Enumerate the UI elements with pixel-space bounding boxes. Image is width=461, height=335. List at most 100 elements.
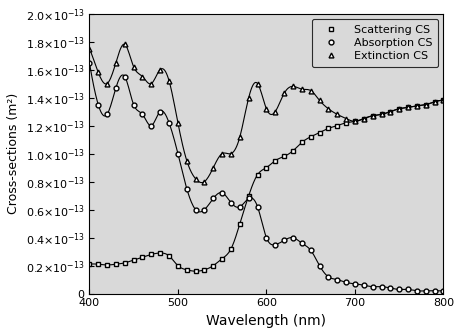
Absorption CS — [325, 275, 331, 279]
Scattering CS — [317, 131, 322, 135]
Scattering CS — [308, 135, 313, 139]
Absorption CS — [193, 208, 198, 212]
X-axis label: Wavelength (nm): Wavelength (nm) — [207, 314, 326, 328]
Extinction CS — [255, 81, 260, 85]
Extinction CS — [281, 91, 287, 95]
Scattering CS — [148, 252, 154, 256]
Absorption CS — [405, 287, 411, 291]
Extinction CS — [379, 112, 384, 116]
Absorption CS — [87, 61, 92, 65]
Extinction CS — [175, 121, 181, 125]
Absorption CS — [423, 289, 429, 293]
Scattering CS — [166, 254, 172, 258]
Absorption CS — [432, 289, 437, 293]
Line: Absorption CS: Absorption CS — [87, 60, 446, 293]
Extinction CS — [246, 95, 252, 99]
Y-axis label: Cross-sections (m²): Cross-sections (m²) — [7, 93, 20, 214]
Extinction CS — [228, 151, 234, 155]
Extinction CS — [361, 117, 366, 121]
Line: Extinction CS: Extinction CS — [87, 42, 446, 184]
Legend: Scattering CS, Absorption CS, Extinction CS: Scattering CS, Absorption CS, Extinction… — [312, 19, 438, 67]
Absorption CS — [148, 124, 154, 128]
Extinction CS — [157, 68, 163, 72]
Absorption CS — [361, 283, 366, 287]
Absorption CS — [184, 187, 189, 191]
Extinction CS — [396, 107, 402, 111]
Extinction CS — [219, 151, 225, 155]
Extinction CS — [432, 100, 437, 104]
Extinction CS — [193, 177, 198, 181]
Absorption CS — [335, 278, 340, 282]
Scattering CS — [441, 98, 446, 103]
Scattering CS — [184, 268, 189, 272]
Absorption CS — [131, 103, 136, 107]
Absorption CS — [352, 282, 358, 286]
Scattering CS — [219, 257, 225, 261]
Scattering CS — [228, 247, 234, 251]
Scattering CS — [388, 110, 393, 114]
Absorption CS — [281, 239, 287, 243]
Scattering CS — [325, 126, 331, 130]
Scattering CS — [396, 107, 402, 111]
Absorption CS — [272, 243, 278, 247]
Scattering CS — [335, 124, 340, 128]
Absorption CS — [219, 191, 225, 195]
Extinction CS — [140, 75, 145, 79]
Absorption CS — [157, 110, 163, 114]
Absorption CS — [290, 236, 296, 240]
Extinction CS — [113, 61, 118, 65]
Scattering CS — [272, 158, 278, 162]
Scattering CS — [264, 165, 269, 170]
Absorption CS — [237, 205, 242, 209]
Scattering CS — [423, 103, 429, 107]
Absorption CS — [140, 112, 145, 116]
Extinction CS — [166, 79, 172, 83]
Extinction CS — [264, 107, 269, 111]
Scattering CS — [95, 262, 101, 266]
Extinction CS — [122, 42, 128, 46]
Extinction CS — [325, 107, 331, 111]
Absorption CS — [299, 241, 305, 245]
Scattering CS — [211, 264, 216, 268]
Line: Scattering CS: Scattering CS — [87, 98, 446, 274]
Extinction CS — [317, 98, 322, 103]
Absorption CS — [379, 285, 384, 289]
Scattering CS — [352, 119, 358, 123]
Scattering CS — [405, 106, 411, 110]
Scattering CS — [246, 194, 252, 198]
Extinction CS — [148, 81, 154, 85]
Extinction CS — [335, 112, 340, 116]
Absorption CS — [228, 201, 234, 205]
Extinction CS — [352, 119, 358, 123]
Extinction CS — [87, 47, 92, 51]
Extinction CS — [299, 87, 305, 91]
Absorption CS — [441, 289, 446, 293]
Absorption CS — [264, 236, 269, 240]
Scattering CS — [299, 140, 305, 144]
Absorption CS — [396, 287, 402, 291]
Absorption CS — [388, 286, 393, 290]
Extinction CS — [308, 88, 313, 92]
Absorption CS — [308, 248, 313, 252]
Absorption CS — [175, 151, 181, 155]
Scattering CS — [290, 149, 296, 153]
Scattering CS — [370, 114, 375, 118]
Extinction CS — [202, 180, 207, 184]
Scattering CS — [343, 121, 349, 125]
Scattering CS — [432, 100, 437, 104]
Absorption CS — [104, 112, 110, 116]
Absorption CS — [317, 264, 322, 268]
Extinction CS — [388, 110, 393, 114]
Absorption CS — [370, 285, 375, 289]
Scattering CS — [237, 222, 242, 226]
Scattering CS — [157, 251, 163, 255]
Scattering CS — [87, 262, 92, 266]
Absorption CS — [202, 208, 207, 212]
Scattering CS — [175, 264, 181, 268]
Extinction CS — [290, 84, 296, 88]
Scattering CS — [140, 255, 145, 259]
Absorption CS — [246, 196, 252, 200]
Extinction CS — [370, 114, 375, 118]
Extinction CS — [272, 110, 278, 114]
Scattering CS — [104, 263, 110, 267]
